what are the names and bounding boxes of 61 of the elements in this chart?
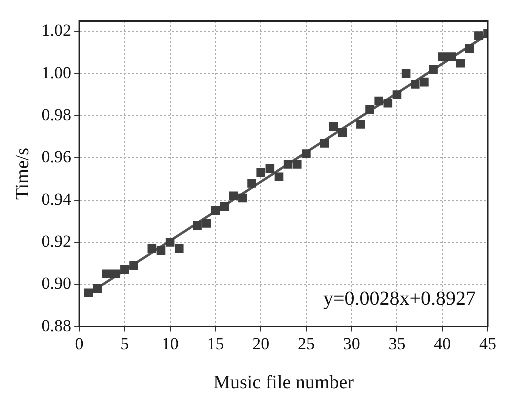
point [447, 52, 456, 62]
x-tick-label: 25 [298, 334, 315, 354]
point [329, 122, 338, 131]
point [220, 202, 230, 212]
point [84, 288, 94, 298]
point [465, 44, 474, 53]
annotation: y=0.0028x+0.8927 [323, 288, 476, 310]
x-tick-label: 0 [75, 334, 84, 354]
point [302, 150, 311, 158]
point [193, 221, 202, 230]
point [202, 219, 212, 228]
y-tick-label: 0.88 [42, 316, 72, 336]
point [366, 105, 374, 114]
point [456, 58, 466, 68]
point [411, 80, 420, 89]
point [148, 244, 157, 254]
point [438, 52, 448, 62]
point [392, 90, 402, 100]
point [356, 120, 366, 129]
point [166, 238, 175, 247]
x-tick-label: 30 [343, 334, 360, 354]
point [238, 194, 248, 203]
point [111, 270, 120, 278]
y-axis-title: Time/s [12, 148, 34, 200]
point [229, 192, 238, 201]
y-tick-label: 0.96 [42, 148, 72, 167]
point [256, 168, 266, 178]
point [156, 246, 166, 256]
y-tick-label: 0.94 [42, 190, 72, 209]
x-tick-label: 5 [120, 334, 130, 354]
y-tick-label: 1.02 [42, 21, 72, 40]
point [384, 99, 393, 108]
point [248, 179, 256, 188]
y-tick-label: 1.00 [42, 63, 72, 82]
point [120, 266, 130, 274]
point [102, 270, 112, 278]
x-tick-label: 45 [480, 334, 496, 354]
point [211, 206, 220, 216]
point [402, 70, 411, 78]
point [266, 164, 275, 174]
x-axis-title: Music file number [214, 372, 355, 394]
x-tick-label: 15 [207, 334, 224, 354]
point [338, 128, 348, 138]
point [293, 160, 302, 169]
point [175, 244, 184, 254]
y-tick-label: 0.92 [42, 232, 72, 251]
point [274, 172, 284, 182]
x-tick-label: 35 [388, 334, 406, 354]
y-tick-label: 0.98 [42, 106, 72, 125]
point [420, 78, 429, 87]
x-tick-label: 10 [162, 334, 179, 354]
point [284, 160, 293, 169]
point [374, 96, 384, 106]
point [93, 284, 102, 294]
point [130, 261, 138, 270]
y-tick-label: 0.90 [42, 274, 72, 294]
point [320, 139, 330, 148]
point [429, 65, 438, 74]
point [474, 32, 484, 40]
x-tick-label: 40 [434, 334, 452, 354]
x-tick-label: 20 [252, 334, 270, 354]
